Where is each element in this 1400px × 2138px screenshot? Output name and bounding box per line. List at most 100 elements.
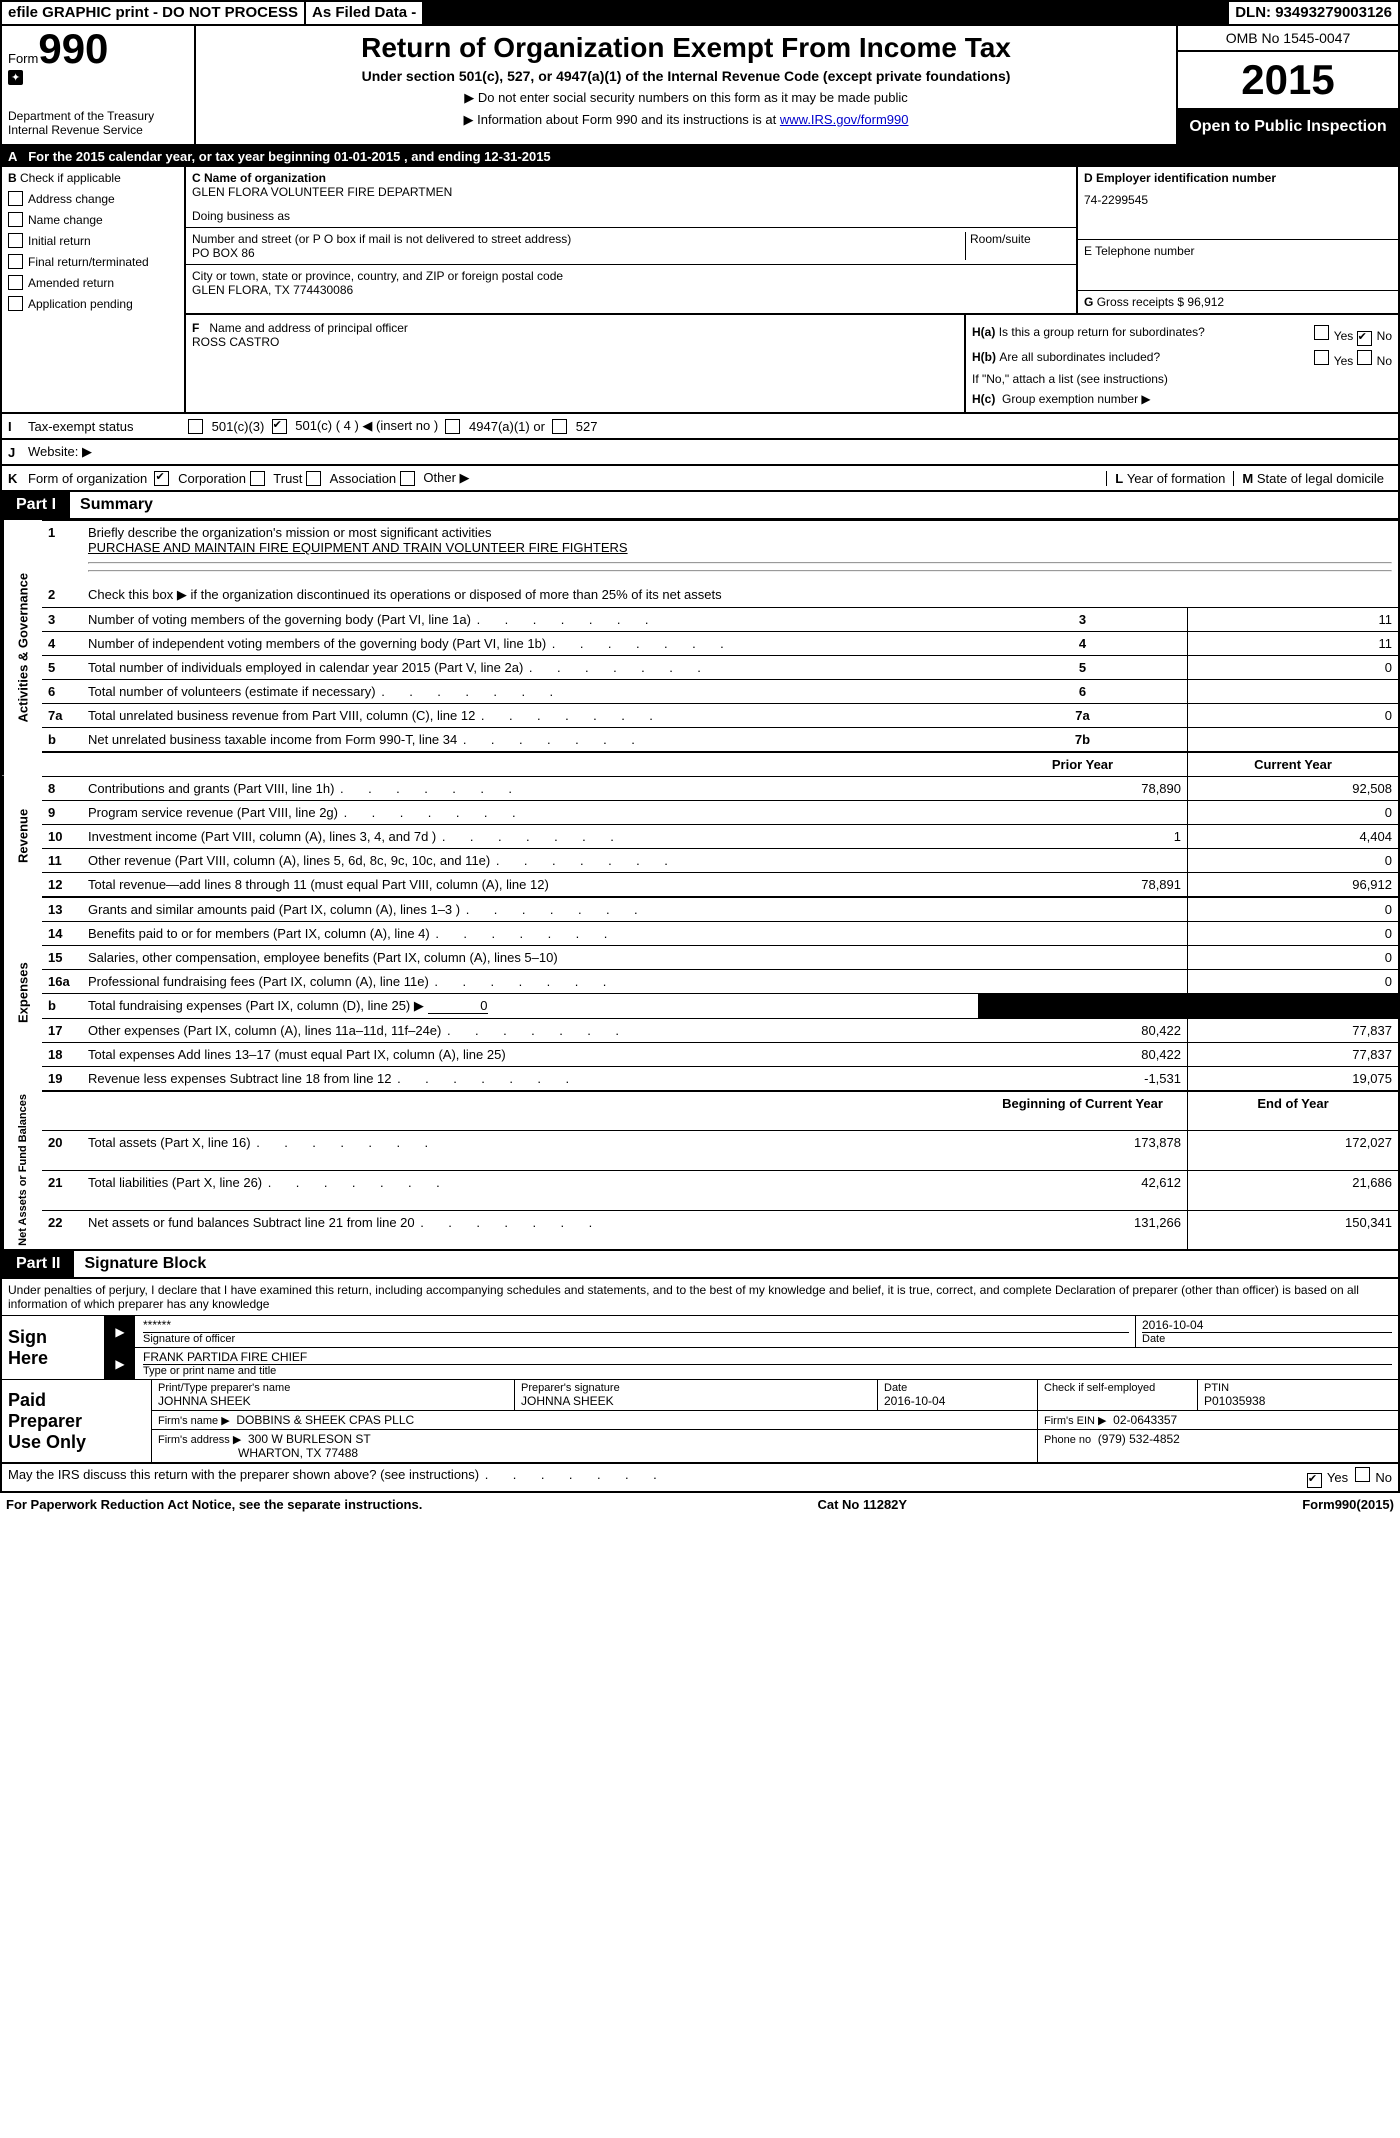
- summary-expenses: Expenses 13 Grants and similar amounts p…: [0, 896, 1400, 1090]
- row-j-label: J: [8, 445, 28, 460]
- opt-corp: Corporation: [178, 471, 246, 486]
- checkbox-checked-icon[interactable]: [154, 471, 169, 486]
- row-a: A For the 2015 calendar year, or tax yea…: [0, 146, 1400, 167]
- h-b-line: H(b) Are all subordinates included? Yes …: [972, 350, 1392, 368]
- top-bar: efile GRAPHIC print - DO NOT PROCESS As …: [0, 0, 1400, 26]
- current-value: 0: [1188, 969, 1398, 993]
- chk-lbl-5: Application pending: [28, 297, 133, 311]
- org-name-cell: C Name of organization GLEN FLORA VOLUNT…: [186, 167, 1076, 228]
- col-d: D Employer identification number 74-2299…: [1078, 167, 1398, 313]
- m-label: M: [1242, 471, 1253, 486]
- line-key: 3: [1079, 612, 1086, 627]
- chk-name-change[interactable]: Name change: [8, 212, 178, 227]
- line-num: b: [48, 732, 56, 747]
- end-value: 172,027: [1188, 1130, 1398, 1170]
- pointer-icon: ▶: [105, 1348, 137, 1379]
- irs-link[interactable]: www.IRS.gov/form990: [780, 112, 909, 127]
- no-label: No: [1377, 354, 1392, 368]
- line-1-num: 1: [48, 525, 55, 540]
- city-cell: City or town, state or province, country…: [186, 265, 1076, 301]
- line-num: 14: [48, 926, 62, 941]
- gross-receipts: 96,912: [1187, 295, 1224, 309]
- chk-initial-return[interactable]: Initial return: [8, 233, 178, 248]
- line-num: 11: [48, 853, 62, 868]
- checkbox-icon[interactable]: [445, 419, 460, 434]
- part-1-label: Part I: [2, 492, 70, 518]
- side-label-ag: Activities & Governance: [2, 520, 42, 776]
- row-a-mid: , and ending: [404, 149, 484, 164]
- summary-activities-governance: Activities & Governance 1 Briefly descri…: [0, 520, 1400, 776]
- sign-here-label: Sign Here: [2, 1316, 105, 1379]
- checkbox-icon[interactable]: [1314, 350, 1329, 365]
- gross-label-letter: G: [1084, 295, 1093, 309]
- blackout-cell: [978, 993, 1188, 1018]
- checkbox-icon[interactable]: [1314, 325, 1329, 340]
- checkbox-icon[interactable]: [250, 471, 265, 486]
- checkbox-checked-icon[interactable]: [1307, 1473, 1322, 1488]
- current-value: 0: [1188, 848, 1398, 872]
- begin-value: 173,878: [978, 1130, 1188, 1170]
- side-label-expenses: Expenses: [2, 896, 42, 1090]
- prior-value: 80,422: [978, 1018, 1188, 1042]
- end-year-header: End of Year: [1257, 1096, 1328, 1111]
- line-key: 4: [1079, 636, 1086, 651]
- checkbox-icon[interactable]: [552, 419, 567, 434]
- line-num: 21: [48, 1175, 62, 1190]
- chk-address-change[interactable]: Address change: [8, 191, 178, 206]
- chk-lbl-4: Amended return: [28, 276, 114, 290]
- line-num: 16a: [48, 974, 70, 989]
- checkbox-icon[interactable]: [1357, 350, 1372, 365]
- line-num: 6: [48, 684, 55, 699]
- checkbox-icon[interactable]: [400, 471, 415, 486]
- checkbox-icon[interactable]: [188, 419, 203, 434]
- footer-final: For Paperwork Reduction Act Notice, see …: [0, 1493, 1400, 1516]
- firm-addr-label: Firm's address ▶: [158, 1434, 241, 1446]
- as-filed-label: As Filed Data -: [306, 2, 424, 24]
- city-label: City or town, state or province, country…: [192, 269, 1070, 283]
- checkbox-icon: [8, 254, 23, 269]
- prior-value: 78,891: [978, 872, 1188, 896]
- opt-other: Other ▶: [423, 470, 469, 486]
- checkbox-checked-icon[interactable]: [1357, 331, 1372, 346]
- line-value: 11: [1188, 607, 1398, 631]
- line-text: Contributions and grants (Part VIII, lin…: [82, 776, 978, 800]
- row-a-label: A: [8, 149, 17, 164]
- discuss-row: May the IRS discuss this return with the…: [0, 1464, 1400, 1493]
- irs-label: Internal Revenue Service: [8, 123, 188, 137]
- chk-lbl-3: Final return/terminated: [28, 255, 149, 269]
- summary-net-assets: Net Assets or Fund Balances Beginning of…: [0, 1090, 1400, 1252]
- h-a-line: H(a) Is this a group return for subordin…: [972, 325, 1392, 346]
- opt-4947: 4947(a)(1) or: [469, 419, 545, 434]
- form-990-text: 990: [38, 25, 108, 72]
- col-cd: C Name of organization GLEN FLORA VOLUNT…: [186, 167, 1398, 412]
- chk-application-pending[interactable]: Application pending: [8, 296, 178, 311]
- prior-value: [978, 848, 1188, 872]
- ha-text: Is this a group return for subordinates?: [999, 325, 1205, 339]
- no-label: No: [1377, 329, 1392, 343]
- year-formation-label: Year of formation: [1127, 471, 1226, 486]
- line-value: 11: [1188, 631, 1398, 655]
- dln-label: DLN:: [1235, 4, 1271, 21]
- chk-amended-return[interactable]: Amended return: [8, 275, 178, 290]
- tel-cell: E Telephone number: [1078, 240, 1398, 291]
- checkbox-checked-icon[interactable]: [272, 419, 287, 434]
- chk-final-return[interactable]: Final return/terminated: [8, 254, 178, 269]
- line-text: Other expenses (Part IX, column (A), lin…: [82, 1018, 978, 1042]
- checkbox-icon[interactable]: [306, 471, 321, 486]
- hc-label: H(c): [972, 392, 995, 406]
- form-prefix: Form: [1302, 1497, 1335, 1512]
- org-address: PO BOX 86: [192, 246, 965, 260]
- ein-cell: D Employer identification number 74-2299…: [1078, 167, 1398, 240]
- signature-redacted: ******: [143, 1318, 1129, 1332]
- hb-label: H(b): [972, 350, 996, 364]
- prior-value: [978, 921, 1188, 945]
- line-text: Salaries, other compensation, employee b…: [82, 945, 978, 969]
- end-value: 150,341: [1188, 1210, 1398, 1250]
- col-b-label: B: [8, 171, 17, 185]
- checkbox-icon[interactable]: [1355, 1467, 1370, 1482]
- opt-assoc: Association: [330, 471, 396, 486]
- line-num: 17: [48, 1023, 62, 1038]
- firm-name-label: Firm's name ▶: [158, 1415, 230, 1427]
- ein-value: 74-2299545: [1084, 193, 1392, 207]
- line-text: Total unrelated business revenue from Pa…: [82, 703, 978, 727]
